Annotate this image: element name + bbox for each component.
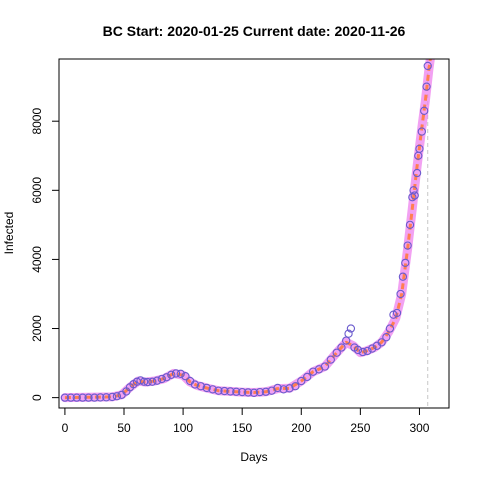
data-point [420,106,429,115]
data-point [90,393,99,402]
x-tick-label: 200 [291,421,311,435]
x-tick-label: 0 [62,421,69,435]
data-point [291,382,300,391]
data-point [337,343,346,352]
data-point [398,272,408,281]
data-point [409,186,418,195]
data-point [232,387,241,396]
data-point [84,393,93,402]
data-point [152,376,162,385]
data-point [353,345,363,355]
data-point [279,385,288,394]
data-point [226,387,235,396]
data-point [363,346,372,356]
data-point [196,382,205,391]
y-tick-label: 4000 [30,246,44,273]
data-point [78,393,87,402]
data-point [403,241,412,250]
data-point [208,385,217,394]
data-point [273,383,282,393]
data-point [417,127,426,136]
data-point [243,388,253,397]
data-point [72,393,81,402]
data-point [346,324,356,333]
data-point [255,387,265,397]
x-tick-label: 50 [117,421,131,435]
data-point [102,393,111,402]
y-tick-label: 6000 [30,177,44,204]
x-axis: 0 50 100 150 200 250 300 [62,408,430,435]
data-point [344,329,353,338]
data-point [66,393,75,402]
data-point [422,82,431,91]
chart-title: BC Start: 2020-01-25 Current date: 2020-… [103,23,406,39]
data-point [377,338,386,347]
data-point [297,376,306,386]
data-point [148,377,157,386]
data-point [157,374,166,384]
data-point [396,289,405,299]
data-point [167,370,176,379]
data-point [162,373,171,382]
data-point [412,168,422,178]
data-point [326,355,335,364]
data-point [320,362,330,371]
y-axis: 0 2000 4000 6000 8000 [30,108,59,401]
data-point [249,388,259,397]
data-point [405,220,415,230]
x-axis-label: Days [240,450,267,464]
data-point [303,372,312,382]
x-tick-label: 300 [409,421,429,435]
data-point [220,386,229,396]
data-point [176,369,185,378]
y-axis-label: Infected [2,212,16,255]
data-point [415,144,424,153]
y-tick-label: 8000 [30,108,44,135]
x-tick-label: 100 [173,421,193,435]
data-points [60,61,432,402]
data-point [285,384,294,393]
data-point [368,344,377,353]
data-point [181,372,190,381]
data-point [190,380,200,389]
fitted-curve [64,59,432,400]
data-point [358,347,367,357]
data-point [392,308,402,318]
data-point [238,387,247,397]
y-tick-label: 0 [30,394,44,401]
data-point [108,392,117,402]
plot-frame [58,58,450,409]
data-point [143,377,152,387]
x-tick-label: 150 [232,421,252,435]
data-point [410,191,419,200]
data-point [202,383,211,393]
data-point [382,333,391,342]
data-point [112,392,122,401]
y-tick-label: 2000 [30,315,44,342]
data-point [139,377,149,386]
data-point [261,387,270,396]
data-point [332,348,341,357]
data-point [214,386,223,395]
x-tick-label: 250 [350,421,370,435]
data-point [385,324,395,333]
data-point [401,258,410,268]
data-point [60,393,70,402]
data-point [171,369,181,378]
data-point [96,393,105,402]
data-point [423,61,432,71]
